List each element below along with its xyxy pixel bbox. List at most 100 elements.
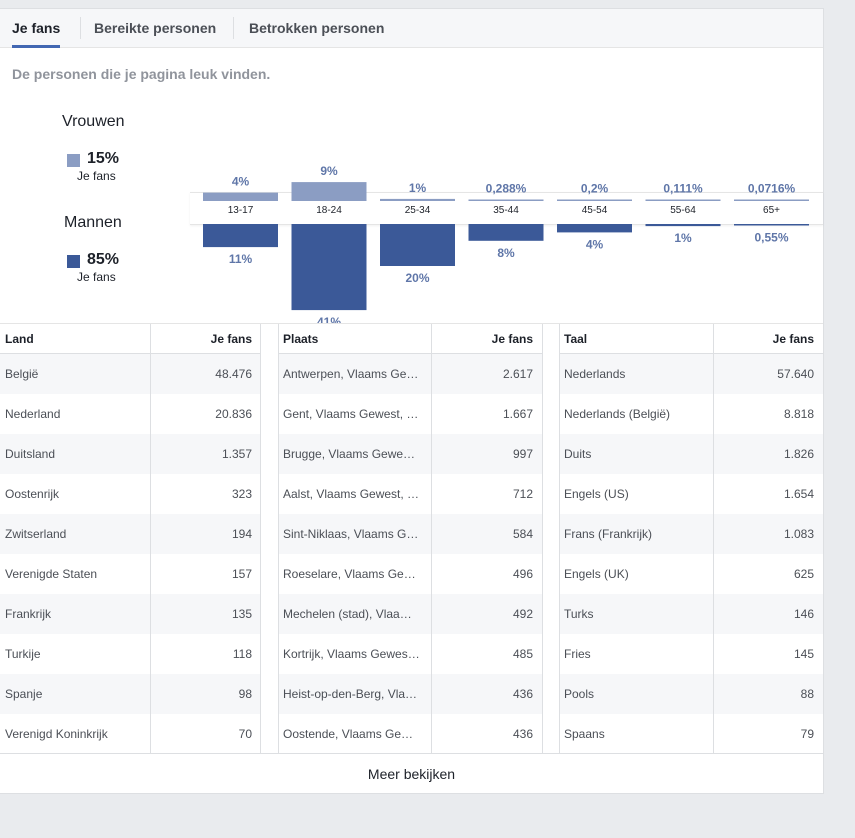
table-cell-name: Antwerpen, Vlaams Ge… [283, 367, 419, 381]
age-tick-label-35-44: 35-44 [493, 205, 519, 216]
age-tick-label-25-34: 25-34 [405, 205, 431, 216]
table-gutter [261, 324, 278, 754]
table-row: Nederland 20.836 [0, 394, 261, 434]
table-cell-count: 1.083 [783, 527, 814, 541]
table-cell-name: Mechelen (stad), Vlaa… [283, 607, 412, 621]
legend-men-sub: Je fans [77, 270, 116, 284]
see-more-button[interactable]: Meer bekijken [0, 753, 823, 794]
table-cell-count: 496 [512, 567, 533, 581]
column-header[interactable]: Je fans [210, 332, 252, 346]
table-cell-name: Zwitserland [5, 527, 67, 541]
column-header[interactable]: Taal [564, 332, 588, 346]
table-header: Taal Je fans [559, 324, 823, 354]
column-divider [150, 324, 151, 754]
tab-betrokken-personen[interactable]: Betrokken personen [249, 20, 385, 36]
table-row: Frans (Frankrijk) 1.083 [559, 514, 823, 554]
age-tick-label-13-17: 13-17 [228, 205, 254, 216]
table-cell-count: 135 [231, 607, 252, 621]
table-header: Land Je fans [0, 324, 261, 354]
age-gender-chart: 4%11%13-179%41%18-241%20%25-340,288%8%35… [203, 164, 809, 329]
legend-women-sub: Je fans [77, 169, 116, 183]
bar-men-13-17 [203, 224, 278, 248]
data-label-women-35-44: 0,288% [486, 182, 527, 196]
data-label-men-55-64: 1% [674, 231, 692, 245]
table-gutter [542, 324, 559, 754]
legend-women-swatch [67, 154, 80, 167]
table-row: Pools 88 [559, 674, 823, 714]
tab-divider [80, 17, 81, 39]
table-cell-count: 70 [238, 727, 252, 741]
bar-women-18-24 [291, 182, 367, 201]
bar-men-45-54 [557, 224, 632, 233]
table-cell-name: Verenigde Staten [5, 567, 98, 581]
data-label-women-55-64: 0,111% [663, 182, 703, 196]
data-label-women-25-34: 1% [409, 181, 427, 195]
legend-men-pct: 85% [87, 251, 120, 268]
table-row: Duitsland 1.357 [0, 434, 261, 474]
table-cell-count: 436 [512, 687, 533, 701]
table-cell-name: Oostenrijk [5, 487, 60, 501]
table-cell-count: 88 [800, 687, 814, 701]
age-tick-label-55-64: 55-64 [670, 205, 696, 216]
tab-divider [233, 17, 234, 39]
bar-men-18-24 [291, 224, 367, 311]
table-body: België 48.476 Nederland 20.836 Duitsland 1.35… [0, 354, 261, 754]
table-cell-name: Heist-op-den-Berg, Vla… [283, 687, 418, 701]
bar-women-65+ [734, 199, 809, 201]
table-cell-count: 436 [512, 727, 533, 741]
table-row: Mechelen (stad), Vlaa… 492 [278, 594, 542, 634]
legend-women-title: Vrouwen [62, 113, 125, 130]
table-row: Duits 1.826 [559, 434, 823, 474]
table-row: Antwerpen, Vlaams Ge… 2.617 [278, 354, 542, 394]
table-body: Nederlands 57.640 Nederlands (België) 8.818… [559, 354, 823, 754]
bar-men-65+ [734, 224, 809, 226]
table-cell-count: 492 [512, 607, 533, 621]
table-cell-count: 712 [512, 487, 533, 501]
column-header[interactable]: Je fans [772, 332, 814, 346]
column-divider [278, 324, 279, 754]
bar-men-35-44 [468, 224, 544, 241]
legend-men-swatch [67, 255, 80, 268]
column-divider [542, 324, 543, 754]
table-row: Verenigd Koninkrijk 70 [0, 714, 261, 754]
table-cell-name: Duitsland [5, 447, 56, 461]
table-header: Plaats Je fans [278, 324, 542, 354]
table-cell-count: 194 [231, 527, 252, 541]
tab-je-fans[interactable]: Je fans [0, 9, 72, 48]
table-row: Aalst, Vlaams Gewest, … 712 [278, 474, 542, 514]
table-row: Turks 146 [559, 594, 823, 634]
table-cell-name: Verenigd Koninkrijk [5, 727, 108, 741]
table-body: Antwerpen, Vlaams Ge… 2.617 Gent, Vlaams G… [278, 354, 542, 754]
data-label-men-65+: 0,55% [754, 231, 788, 245]
tab-bereikte-personen[interactable]: Bereikte personen [94, 20, 217, 36]
data-label-men-45-54: 4% [586, 237, 604, 251]
tab-bar: Je fans Bereikte personen Betrokken pers… [0, 9, 823, 48]
column-header[interactable]: Plaats [283, 332, 319, 346]
table-row: Spaans 79 [559, 714, 823, 754]
table-cell-name: Frankrijk [5, 607, 52, 621]
legend-women-pct: 15% [87, 150, 120, 167]
bar-women-13-17 [203, 192, 278, 201]
table-cell-count: 625 [793, 567, 814, 581]
country-table: Land Je fans België 48.476 Nederland 20.836 Du… [0, 324, 261, 754]
bar-women-45-54 [557, 199, 632, 201]
table-cell-count: 1.826 [783, 447, 814, 461]
column-header[interactable]: Land [5, 332, 34, 346]
table-cell-count: 1.357 [221, 447, 252, 461]
tables-area: Land Je fans België 48.476 Nederland 20.836 Du… [0, 323, 823, 754]
table-cell-count: 1.667 [502, 407, 533, 421]
table-row: Gent, Vlaams Gewest, … 1.667 [278, 394, 542, 434]
table-cell-count: 1.654 [783, 487, 814, 501]
table-cell-count: 48.476 [215, 367, 252, 381]
audience-card: Je fans Bereikte personen Betrokken pers… [0, 8, 824, 794]
table-row: Engels (US) 1.654 [559, 474, 823, 514]
column-divider [713, 324, 714, 754]
column-header[interactable]: Je fans [491, 332, 533, 346]
column-divider [431, 324, 432, 754]
table-row: Kortrijk, Vlaams Gewes… 485 [278, 634, 542, 674]
data-label-women-18-24: 9% [320, 164, 338, 178]
table-cell-name: Nederland [5, 407, 61, 421]
table-cell-name: Fries [564, 647, 591, 661]
table-cell-name: Turks [564, 607, 594, 621]
bar-women-25-34 [380, 198, 455, 201]
